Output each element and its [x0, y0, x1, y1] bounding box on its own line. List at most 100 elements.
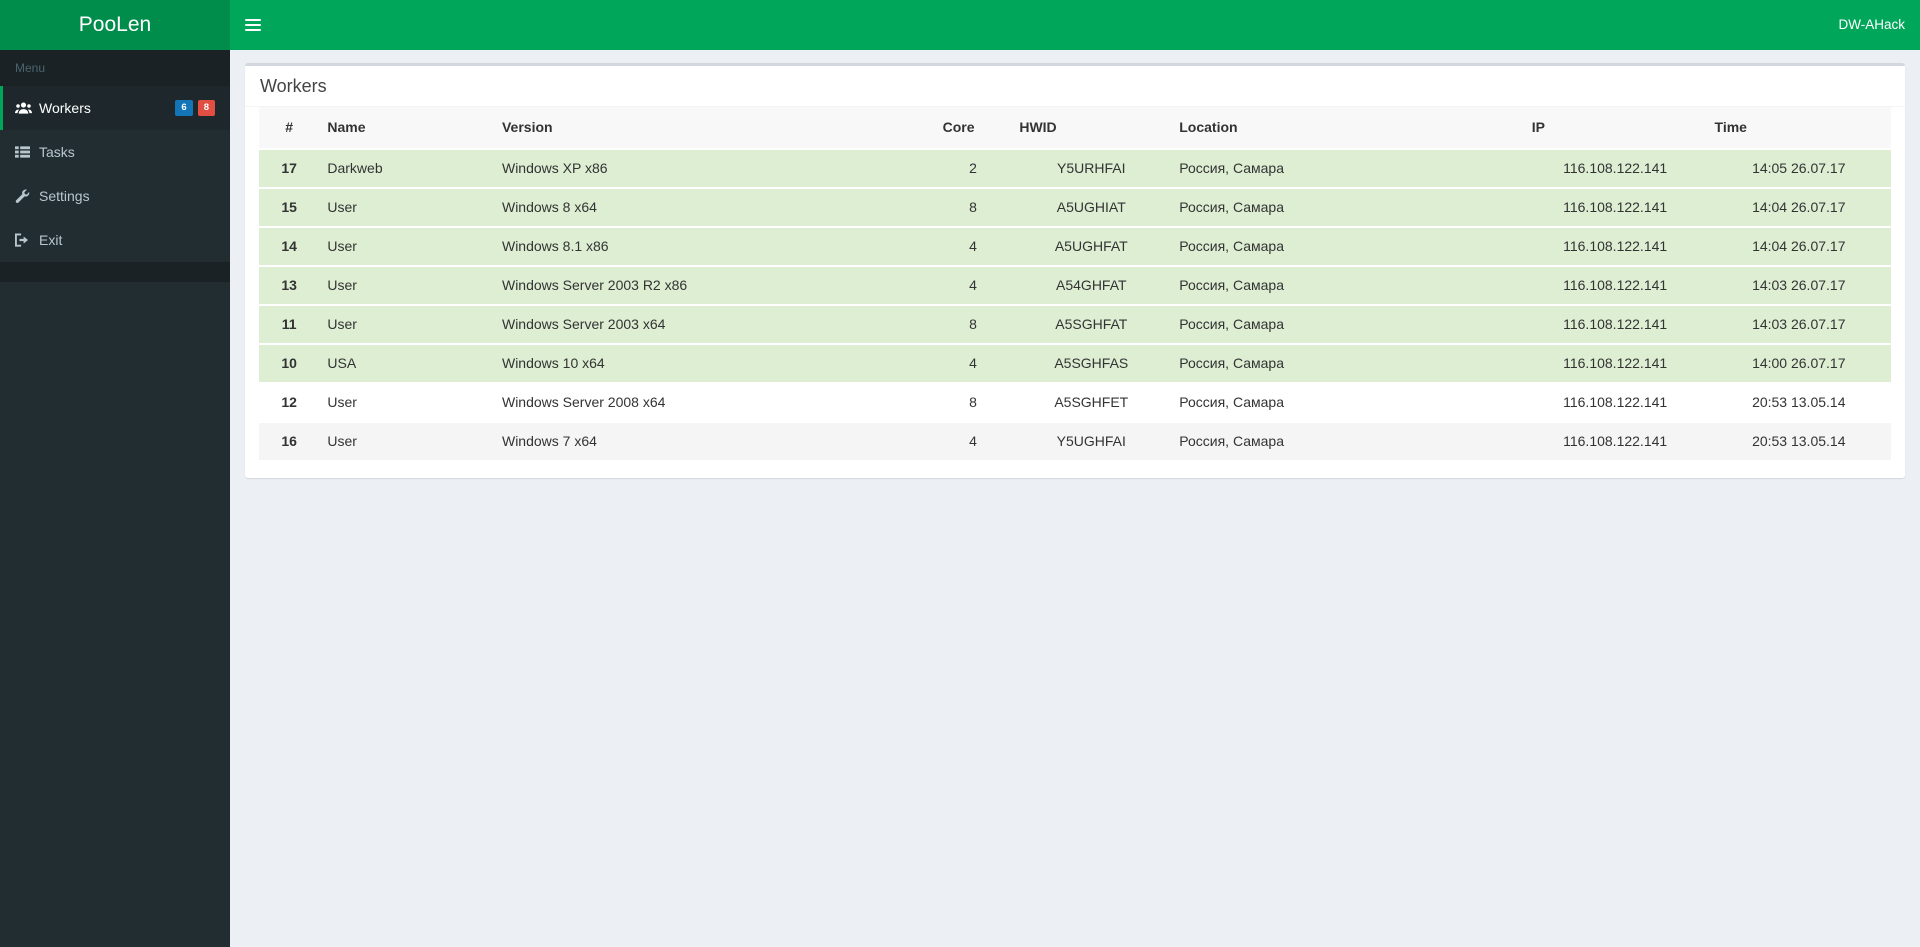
cell-core: 4 — [934, 226, 1012, 266]
cell-core: 8 — [934, 382, 1012, 422]
table-row: 10 USA Windows 10 x64 4 A5SGHFAS Россия, Сама… — [259, 343, 1891, 383]
cell-core: 8 — [934, 304, 1012, 344]
cell-core: 8 — [934, 187, 1012, 227]
table-header-row: # Name Version Core HWID Location IP Time — [259, 107, 1891, 149]
cell-location: Россия, Самара — [1171, 304, 1524, 344]
top-navbar: PooLen DW-AHack — [0, 0, 1920, 50]
cell-version: Windows 8.1 x86 — [493, 226, 935, 266]
column-header-name: Name — [319, 107, 494, 149]
sidebar-item-exit[interactable]: Exit — [0, 218, 230, 262]
sidebar-item-tasks[interactable]: Tasks — [0, 130, 230, 174]
cell-hwid: A5SGHFAT — [1011, 304, 1172, 344]
cell-ip: 116.108.122.141 — [1523, 148, 1707, 188]
cell-location: Россия, Самара — [1171, 421, 1524, 460]
cell-id: 13 — [259, 265, 320, 305]
table-row: 16 User Windows 7 x64 4 Y5UGHFAI Россия, Сама… — [259, 421, 1891, 460]
cell-time: 20:53 13.05.14 — [1706, 382, 1891, 422]
cell-time: 14:05 26.07.17 — [1706, 148, 1891, 188]
sidebar-toggle-button[interactable] — [230, 0, 276, 50]
cell-location: Россия, Самара — [1171, 343, 1524, 383]
cell-time: 14:03 26.07.17 — [1706, 265, 1891, 305]
cell-hwid: Y5UGHFAI — [1011, 421, 1172, 460]
navbar-user[interactable]: DW-AHack — [1838, 17, 1905, 32]
page-wrapper: Menu Workers 6 8 Tasks Settings Exit Workers … — [0, 50, 1920, 947]
cell-core: 2 — [934, 148, 1012, 188]
cell-name: Darkweb — [319, 148, 494, 188]
cell-id: 16 — [259, 421, 320, 460]
brand-text: PooLen — [78, 13, 152, 36]
column-header-time: Time — [1706, 107, 1891, 149]
card-title: Workers — [260, 76, 327, 96]
sidebar-item-label: Workers — [39, 100, 91, 116]
sign-out-icon — [15, 233, 39, 247]
cell-ip: 116.108.122.141 — [1523, 421, 1707, 460]
cell-name: User — [319, 421, 494, 460]
sidebar-item-settings[interactable]: Settings — [0, 174, 230, 218]
cell-location: Россия, Самара — [1171, 187, 1524, 227]
users-icon — [15, 101, 39, 115]
sidebar-item-label: Exit — [39, 232, 63, 248]
sidebar-item-label: Tasks — [39, 144, 75, 160]
cell-version: Windows 10 x64 — [493, 343, 935, 383]
workers-card: Workers # Name Version Core HWID Location IP Ti… — [245, 63, 1905, 478]
column-header-core: Core — [934, 107, 1012, 149]
cell-id: 17 — [259, 148, 320, 188]
cell-version: Windows Server 2008 x64 — [493, 382, 935, 422]
cell-name: User — [319, 382, 494, 422]
cell-version: Windows Server 2003 x64 — [493, 304, 935, 344]
card-header: Workers — [245, 66, 1905, 107]
column-header-id: # — [259, 107, 320, 149]
cell-core: 4 — [934, 265, 1012, 305]
cell-ip: 116.108.122.141 — [1523, 343, 1707, 383]
table-row: 12 User Windows Server 2008 x64 8 A5SGHFET Ро… — [259, 382, 1891, 422]
cell-hwid: A5UGHIAT — [1011, 187, 1172, 227]
cell-time: 20:53 13.05.14 — [1706, 421, 1891, 460]
sidebar-menu: Workers 6 8 Tasks Settings Exit — [0, 86, 230, 262]
navbar-main: DW-AHack — [230, 0, 1920, 50]
table-row: 15 User Windows 8 x64 8 A5UGHIAT Россия, Сама… — [259, 187, 1891, 227]
cell-time: 14:00 26.07.17 — [1706, 343, 1891, 383]
cell-ip: 116.108.122.141 — [1523, 382, 1707, 422]
count-badge: 6 — [175, 100, 193, 116]
workers-table: # Name Version Core HWID Location IP Time 17 Dar… — [259, 107, 1891, 460]
cell-time: 14:04 26.07.17 — [1706, 226, 1891, 266]
cell-hwid: Y5URHFAI — [1011, 148, 1172, 188]
cell-time: 14:04 26.07.17 — [1706, 187, 1891, 227]
cell-ip: 116.108.122.141 — [1523, 304, 1707, 344]
column-header-ip: IP — [1523, 107, 1707, 149]
cell-hwid: A5UGHFAT — [1011, 226, 1172, 266]
cell-location: Россия, Самара — [1171, 226, 1524, 266]
count-badge: 8 — [197, 100, 215, 116]
table-row: 14 User Windows 8.1 x86 4 A5UGHFAT Россия, Са… — [259, 226, 1891, 266]
cell-version: Windows XP x86 — [493, 148, 935, 188]
sidebar-section-divider — [0, 262, 230, 282]
cell-id: 12 — [259, 382, 320, 422]
table-row: 13 User Windows Server 2003 R2 x86 4 A54GHFA… — [259, 265, 1891, 305]
cell-version: Windows 8 x64 — [493, 187, 935, 227]
column-header-hwid: HWID — [1011, 107, 1172, 149]
cell-id: 10 — [259, 343, 320, 383]
wrench-icon — [15, 188, 39, 204]
cell-hwid: A5SGHFAS — [1011, 343, 1172, 383]
cell-hwid: A54GHFAT — [1011, 265, 1172, 305]
sidebar: Menu Workers 6 8 Tasks Settings Exit — [0, 50, 230, 947]
cell-name: User — [319, 187, 494, 227]
cell-version: Windows 7 x64 — [493, 421, 935, 460]
cell-name: User — [319, 304, 494, 344]
cell-hwid: A5SGHFET — [1011, 382, 1172, 422]
cell-version: Windows Server 2003 R2 x86 — [493, 265, 935, 305]
sidebar-item-workers[interactable]: Workers 6 8 — [0, 86, 230, 130]
content-area: Workers # Name Version Core HWID Location IP Ti… — [230, 50, 1920, 947]
list-icon — [15, 145, 39, 159]
cell-time: 14:03 26.07.17 — [1706, 304, 1891, 344]
sidebar-item-label: Settings — [39, 188, 90, 204]
cell-ip: 116.108.122.141 — [1523, 187, 1707, 227]
cell-id: 11 — [259, 304, 320, 344]
cell-ip: 116.108.122.141 — [1523, 265, 1707, 305]
cell-name: USA — [319, 343, 494, 383]
card-body: # Name Version Core HWID Location IP Time 17 Dar… — [245, 107, 1905, 478]
cell-id: 15 — [259, 187, 320, 227]
cell-location: Россия, Самара — [1171, 265, 1524, 305]
brand-logo[interactable]: PooLen — [0, 0, 230, 50]
